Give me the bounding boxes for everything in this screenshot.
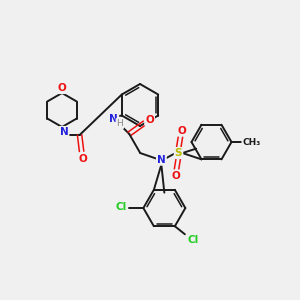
Text: O: O: [58, 83, 66, 93]
Text: O: O: [171, 170, 180, 181]
Text: S: S: [175, 148, 182, 158]
Text: N: N: [157, 154, 166, 165]
Text: N: N: [110, 113, 118, 124]
Text: H: H: [116, 119, 123, 128]
Text: N: N: [60, 127, 68, 137]
Text: O: O: [145, 115, 154, 125]
Text: O: O: [177, 125, 186, 136]
Text: Cl: Cl: [187, 235, 199, 245]
Text: Cl: Cl: [116, 202, 127, 212]
Text: O: O: [78, 154, 87, 164]
Text: CH₃: CH₃: [242, 137, 261, 146]
